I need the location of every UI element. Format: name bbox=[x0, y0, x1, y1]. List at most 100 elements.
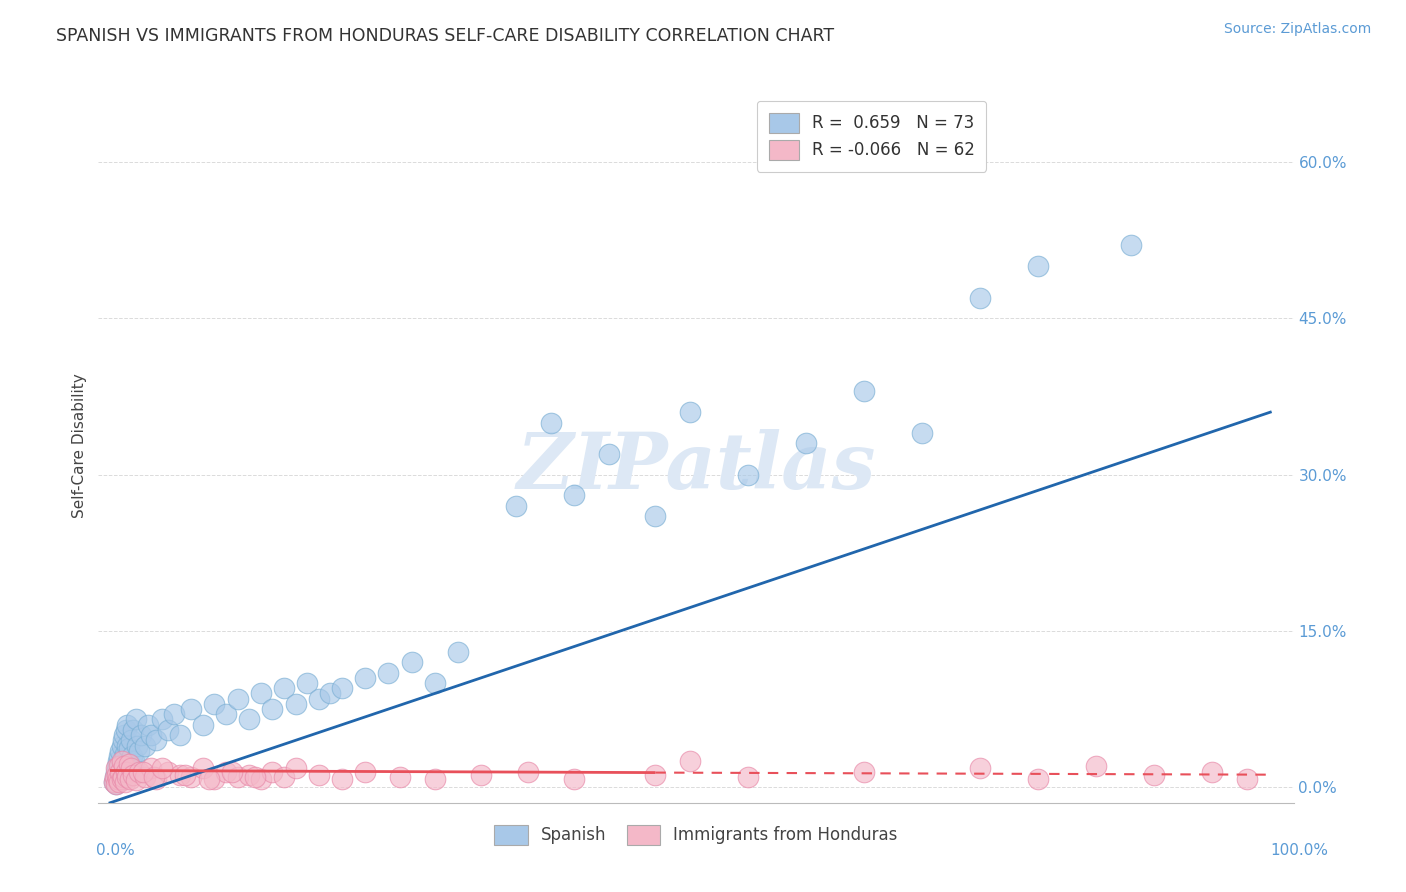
Point bbox=[308, 767, 330, 781]
Point bbox=[853, 764, 876, 779]
Point bbox=[284, 697, 307, 711]
Point bbox=[107, 754, 129, 768]
Point bbox=[114, 747, 136, 761]
Point bbox=[143, 770, 166, 784]
Point bbox=[108, 775, 131, 789]
Point bbox=[737, 467, 759, 482]
Point bbox=[108, 773, 131, 788]
Point bbox=[111, 757, 134, 772]
Y-axis label: Self-Care Disability: Self-Care Disability bbox=[72, 374, 87, 518]
Text: ZIPatlas: ZIPatlas bbox=[516, 429, 876, 506]
Point bbox=[111, 754, 134, 768]
Point bbox=[470, 767, 492, 781]
Point bbox=[108, 748, 131, 763]
Point bbox=[204, 697, 226, 711]
Point bbox=[221, 764, 243, 779]
Point bbox=[679, 754, 702, 768]
Point bbox=[104, 777, 127, 791]
Point bbox=[401, 655, 423, 669]
Point bbox=[354, 671, 377, 685]
Point bbox=[124, 713, 146, 727]
Point bbox=[122, 723, 145, 737]
Point bbox=[103, 775, 125, 789]
Point bbox=[297, 676, 319, 690]
Point bbox=[104, 777, 127, 791]
Point bbox=[117, 739, 139, 753]
Point bbox=[180, 702, 202, 716]
Point bbox=[262, 702, 284, 716]
Point bbox=[122, 767, 145, 781]
Point bbox=[389, 770, 412, 784]
Point bbox=[273, 770, 295, 784]
Point bbox=[1085, 759, 1108, 773]
Point bbox=[103, 775, 125, 789]
Point bbox=[598, 447, 620, 461]
Text: 100.0%: 100.0% bbox=[1271, 843, 1329, 858]
Text: SPANISH VS IMMIGRANTS FROM HONDURAS SELF-CARE DISABILITY CORRELATION CHART: SPANISH VS IMMIGRANTS FROM HONDURAS SELF… bbox=[56, 27, 834, 45]
Point bbox=[319, 686, 342, 700]
Text: 0.0%: 0.0% bbox=[96, 843, 135, 858]
Point bbox=[136, 717, 159, 731]
Point bbox=[134, 770, 156, 784]
Point bbox=[191, 761, 214, 775]
Point bbox=[1026, 260, 1049, 274]
Point bbox=[125, 739, 148, 753]
Point bbox=[104, 770, 127, 784]
Point bbox=[238, 713, 260, 727]
Text: Source: ZipAtlas.com: Source: ZipAtlas.com bbox=[1223, 22, 1371, 37]
Point bbox=[377, 665, 399, 680]
Point bbox=[354, 764, 377, 779]
Point bbox=[134, 739, 156, 753]
Point bbox=[117, 740, 139, 755]
Point bbox=[115, 723, 138, 737]
Point bbox=[107, 772, 129, 786]
Point bbox=[128, 764, 150, 779]
Point bbox=[562, 488, 585, 502]
Point bbox=[226, 691, 249, 706]
Point bbox=[110, 764, 132, 779]
Point bbox=[1236, 772, 1258, 786]
Point bbox=[115, 764, 138, 779]
Point bbox=[105, 767, 128, 781]
Point bbox=[112, 728, 135, 742]
Point bbox=[150, 713, 173, 727]
Point bbox=[117, 770, 139, 784]
Point bbox=[117, 757, 139, 772]
Point bbox=[679, 405, 702, 419]
Point bbox=[118, 772, 141, 786]
Point bbox=[174, 767, 197, 781]
Point bbox=[330, 772, 353, 786]
Point bbox=[969, 291, 991, 305]
Point bbox=[120, 761, 142, 775]
Point bbox=[215, 764, 238, 779]
Point bbox=[250, 772, 273, 786]
Point bbox=[145, 733, 167, 747]
Point bbox=[110, 761, 132, 775]
Point bbox=[110, 744, 132, 758]
Point bbox=[104, 764, 127, 779]
Point bbox=[150, 761, 173, 775]
Point bbox=[139, 728, 162, 742]
Point bbox=[423, 676, 446, 690]
Point bbox=[423, 772, 446, 786]
Point bbox=[131, 764, 153, 779]
Point bbox=[197, 772, 219, 786]
Point bbox=[180, 770, 202, 784]
Point bbox=[644, 509, 666, 524]
Point bbox=[115, 764, 138, 779]
Point bbox=[169, 728, 191, 742]
Point bbox=[238, 767, 260, 781]
Point bbox=[911, 425, 934, 440]
Point bbox=[105, 759, 128, 773]
Point bbox=[114, 775, 136, 789]
Point bbox=[105, 772, 128, 786]
Point bbox=[505, 499, 527, 513]
Point bbox=[128, 744, 150, 758]
Point bbox=[191, 717, 214, 731]
Point bbox=[118, 759, 141, 773]
Point bbox=[516, 764, 538, 779]
Legend: Spanish, Immigrants from Honduras: Spanish, Immigrants from Honduras bbox=[488, 818, 904, 852]
Point bbox=[111, 739, 134, 753]
Point bbox=[794, 436, 817, 450]
Point bbox=[737, 770, 759, 784]
